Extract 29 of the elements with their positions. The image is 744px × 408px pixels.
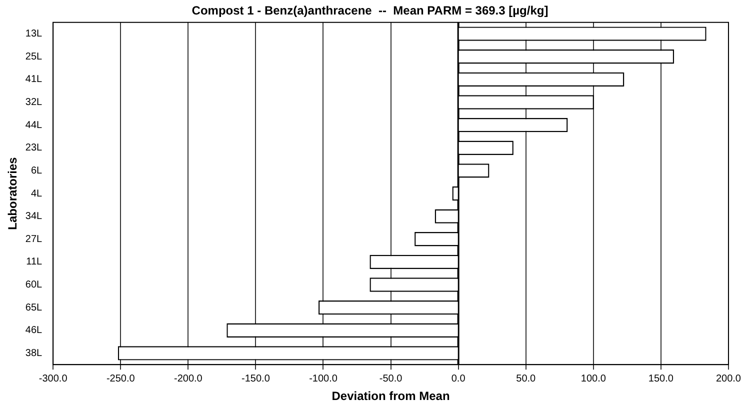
x-tick-label: 50.0 [516,373,536,384]
y-tick-label: 46L [25,325,43,336]
y-tick-label: 4L [30,188,43,200]
x-tick-label: -50.0 [379,373,403,384]
x-tick-label: -250.0 [106,373,136,384]
x-tick-label: 100.0 [580,373,606,384]
x-tick-label: -200.0 [174,373,203,384]
y-tick-label: 25L [25,51,43,62]
y-tick-label: 13L [25,28,43,40]
y-tick-label: 41L [25,74,43,86]
y-tick-label: 34L [25,211,43,222]
x-tick-label: 200.0 [716,373,742,384]
x-tick-label: -300.0 [38,373,68,384]
y-tick-label: 32L [25,96,43,108]
chart-title: Compost 1 - Benz(a)anthracene -- Mean PARM = 369.3 [µg/kg] [192,4,548,18]
y-tick-label: 11L [26,256,43,268]
y-axis-title: Laboratories [6,156,20,230]
y-tick-label: 60L [25,280,43,291]
x-tick-label: -150.0 [242,373,270,384]
y-tick-label: 38L [25,348,43,359]
y-tick-label: 27L [25,234,43,245]
x-tick-label: 0.0 [451,373,466,384]
x-tick-label: -100.0 [309,373,338,384]
x-axis-title: Deviation from Mean [332,389,450,404]
x-tick-label: 150.0 [648,373,674,384]
y-tick-label: 6L [30,165,43,176]
y-tick-label: 23L [25,142,43,154]
y-tick-label: 44L [25,120,43,131]
y-tick-label: 65L [25,302,43,314]
